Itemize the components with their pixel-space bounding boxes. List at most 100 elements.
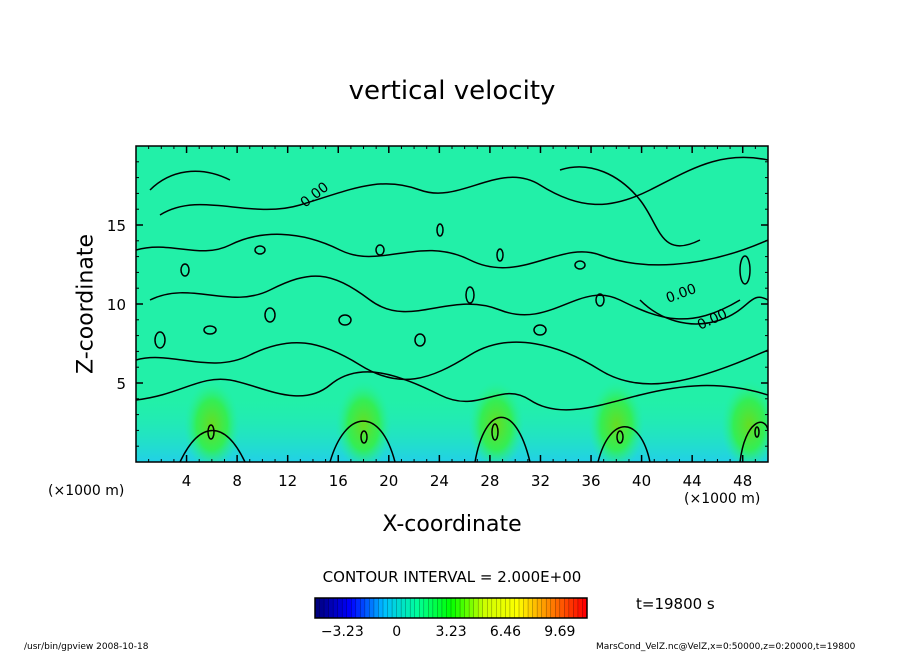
colorbar-cell — [482, 598, 488, 618]
colorbar-cell — [414, 598, 420, 618]
colorbar-cell — [378, 598, 384, 618]
colorbar-tick-label: 0 — [392, 624, 401, 640]
colorbar-frame — [314, 597, 588, 619]
colorbar-cell — [392, 598, 398, 618]
colorbar-cell — [532, 598, 538, 618]
colorbar-cell — [432, 598, 438, 618]
colorbar-cell — [509, 598, 515, 618]
colorbar-cell — [387, 598, 393, 618]
colorbar-cell — [500, 598, 506, 618]
x-tick-label: 40 — [632, 472, 651, 490]
contour-lines — [136, 156, 768, 462]
colorbar-cell — [473, 598, 479, 618]
x-axis-ticks: 4 8 12 16 20 24 28 32 36 40 44 48 — [148, 146, 756, 490]
contour-interval-label: CONTOUR INTERVAL = 2.000E+00 — [322, 568, 582, 586]
colorbar-cell — [460, 598, 466, 618]
updraft-plumes — [183, 380, 768, 462]
x-tick-label: 48 — [733, 472, 752, 490]
x-tick-label: 36 — [581, 472, 600, 490]
colorbar-cell — [564, 598, 570, 618]
updraft-plume — [588, 380, 645, 462]
colorbar-cell — [491, 598, 497, 618]
chart-title: vertical velocity — [348, 76, 556, 106]
x-axis-label: X-coordinate — [382, 512, 522, 537]
updraft-plume — [335, 380, 392, 462]
colorbar-cell — [559, 598, 565, 618]
field-layer: 0.00 0.00 0.00 — [136, 146, 768, 462]
colorbar-cell — [346, 598, 352, 618]
colorbar-cell — [541, 598, 547, 618]
x-tick-label: 16 — [329, 472, 348, 490]
x-tick-label: 8 — [232, 472, 242, 490]
footer-right: MarsCond_VelZ.nc@VelZ,x=0:50000,z=0:2000… — [596, 642, 856, 652]
colorbar-cell — [333, 598, 339, 618]
colorbar-cell — [319, 598, 325, 618]
colorbar-cell — [537, 598, 543, 618]
colorbar-cell — [550, 598, 556, 618]
colorbar-tick-label: 9.69 — [544, 624, 575, 640]
colorbar-cell — [423, 598, 429, 618]
colorbar-cell — [364, 598, 370, 618]
low-level-downdraft-band — [136, 400, 768, 462]
time-label: t=19800 s — [636, 595, 715, 613]
x-tick-label: 12 — [278, 472, 297, 490]
x-tick-label: 4 — [182, 472, 192, 490]
colorbar-cell — [419, 598, 425, 618]
y-axis-ticks: 5 10 15 — [107, 161, 768, 447]
colorbar-tick-label: 3.23 — [435, 624, 466, 640]
colorbar-cell — [360, 598, 366, 618]
colorbar-cell — [428, 598, 434, 618]
colorbar-cell — [478, 598, 484, 618]
colorbar-cell — [405, 598, 411, 618]
colorbar-cell — [446, 598, 452, 618]
x-tick-label: 32 — [531, 472, 550, 490]
colorbar-cell — [355, 598, 361, 618]
colorbar-cell — [577, 598, 583, 618]
colorbar-cell — [383, 598, 389, 618]
y-tick-label: 5 — [116, 375, 126, 393]
colorbar-cell — [437, 598, 443, 618]
colorbar-cell — [396, 598, 402, 618]
x-tick-label: 24 — [430, 472, 449, 490]
colorbar-cell — [505, 598, 511, 618]
x-axis-unit-left: (×1000 m) — [48, 483, 125, 499]
colorbar-cell — [546, 598, 552, 618]
colorbar-cell — [464, 598, 470, 618]
colorbar — [314, 597, 588, 619]
colorbar-cell — [373, 598, 379, 618]
x-tick-label: 44 — [683, 472, 702, 490]
updraft-plume — [721, 380, 768, 462]
y-axis-label: Z-coordinate — [73, 234, 99, 374]
colorbar-cell — [401, 598, 407, 618]
colorbar-ticks: −3.23 0 3.23 6.46 9.69 — [321, 624, 576, 640]
colorbar-cell — [487, 598, 493, 618]
colorbar-cell — [514, 598, 520, 618]
x-tick-label: 28 — [480, 472, 499, 490]
colorbar-cell — [523, 598, 529, 618]
y-tick-label: 10 — [107, 296, 126, 314]
colorbar-tick-label: −3.23 — [321, 624, 364, 640]
colorbar-cell — [441, 598, 447, 618]
colorbar-cell — [455, 598, 461, 618]
updraft-plume — [468, 380, 525, 462]
colorbar-cell — [328, 598, 334, 618]
colorbar-cell — [573, 598, 579, 618]
colorbar-cell — [568, 598, 574, 618]
colorbar-cell — [410, 598, 416, 618]
colorbar-cell — [342, 598, 348, 618]
footer-left: /usr/bin/gpview 2008-10-18 — [24, 642, 149, 652]
colorbar-cell — [369, 598, 375, 618]
colorbar-cell — [315, 598, 321, 618]
colorbar-cell — [324, 598, 330, 618]
colorbar-cell — [469, 598, 475, 618]
x-axis-unit-right: (×1000 m) — [684, 491, 761, 507]
colorbar-cell — [528, 598, 534, 618]
colorbar-cell — [496, 598, 502, 618]
colorbar-tick-label: 6.46 — [490, 624, 521, 640]
colorbar-cell — [337, 598, 343, 618]
colorbar-cell — [519, 598, 525, 618]
colorbar-cell — [351, 598, 357, 618]
colorbar-cell — [555, 598, 561, 618]
